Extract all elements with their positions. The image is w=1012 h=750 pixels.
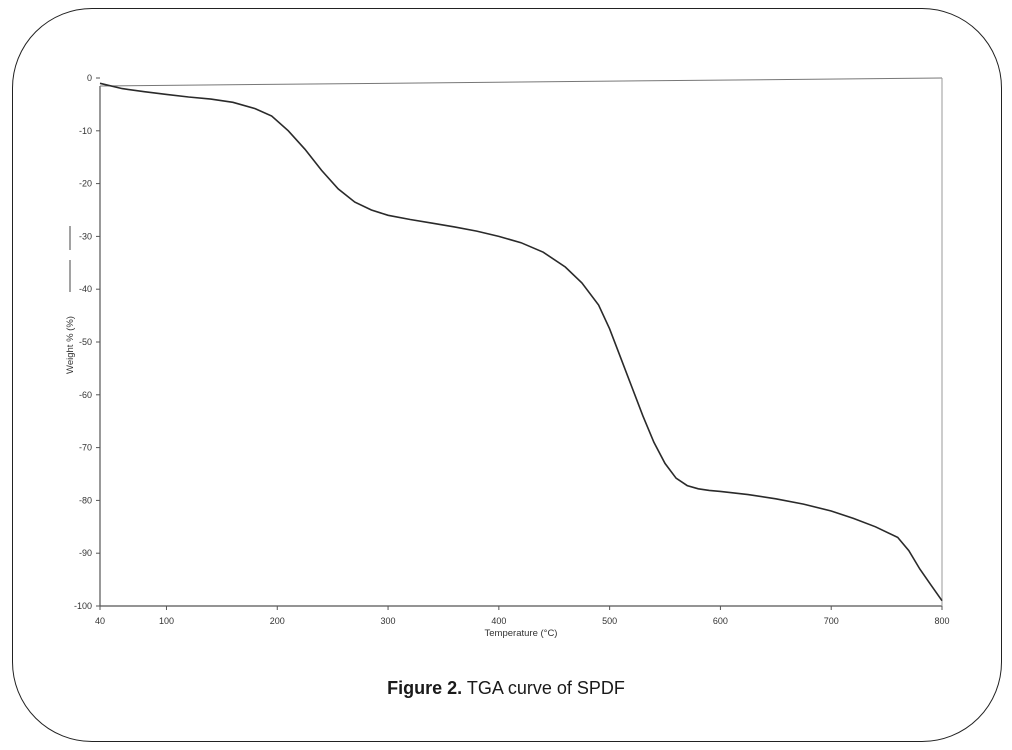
y-tick-label: -90	[79, 548, 92, 558]
y-tick-label: -10	[79, 126, 92, 136]
y-tick-label: 0	[87, 73, 92, 83]
figure-caption: Figure 2. TGA curve of SPDF	[0, 678, 1012, 699]
y-tick-label: -70	[79, 443, 92, 453]
figure-frame	[12, 8, 1002, 742]
y-tick-label: -40	[79, 284, 92, 294]
x-tick-label: 100	[159, 616, 174, 626]
x-tick-label: 500	[602, 616, 617, 626]
y-tick-label: -60	[79, 390, 92, 400]
plot-top-border	[99, 77, 943, 87]
y-tick-label: -20	[79, 179, 92, 189]
y-axis-title: Weight % (%)	[65, 316, 76, 374]
x-tick-label: 40	[95, 616, 105, 626]
x-tick-label: 700	[824, 616, 839, 626]
caption-text: TGA curve of SPDF	[466, 678, 625, 698]
tga-curve	[99, 82, 943, 602]
x-tick-label: 300	[381, 616, 396, 626]
y-tick-label: -50	[79, 337, 92, 347]
caption-label: Figure 2.	[387, 678, 463, 698]
x-tick-label: 200	[270, 616, 285, 626]
x-tick-label: 400	[491, 616, 506, 626]
x-tick-label: 600	[713, 616, 728, 626]
y-tick-label: -30	[79, 231, 92, 241]
x-axis-title: Temperature (°C)	[485, 628, 558, 639]
y-tick-label: -100	[74, 601, 92, 611]
y-tick-label: -80	[79, 495, 92, 505]
x-tick-label: 800	[934, 616, 949, 626]
